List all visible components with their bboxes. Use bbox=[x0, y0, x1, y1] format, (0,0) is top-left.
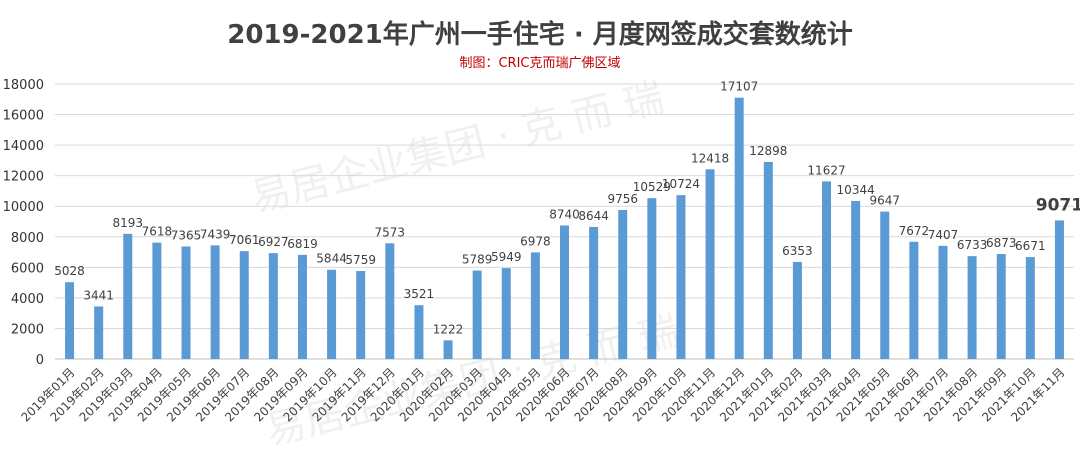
bar bbox=[909, 241, 919, 359]
bar bbox=[239, 251, 249, 359]
data-label: 6927 bbox=[258, 235, 289, 249]
data-label: 7672 bbox=[899, 224, 930, 238]
y-tick-label: 16000 bbox=[3, 109, 44, 124]
data-label: 8193 bbox=[113, 216, 144, 230]
bar bbox=[297, 254, 307, 359]
data-label: 10724 bbox=[662, 177, 700, 191]
chart-title: 2019-2021年广州一手住宅 · 月度网签成交套数统计 bbox=[227, 20, 853, 50]
bar bbox=[996, 253, 1006, 359]
bar bbox=[327, 269, 337, 359]
bar bbox=[851, 200, 861, 359]
bar bbox=[560, 225, 569, 359]
data-label: 5949 bbox=[491, 250, 522, 264]
bar bbox=[589, 226, 599, 359]
bar bbox=[472, 270, 482, 359]
bar bbox=[1054, 220, 1064, 359]
bar bbox=[152, 242, 162, 359]
data-label: 5759 bbox=[345, 253, 376, 267]
data-label: 6353 bbox=[782, 244, 813, 258]
bar bbox=[734, 97, 744, 359]
y-tick-label: 10000 bbox=[3, 200, 44, 215]
data-label: 6978 bbox=[520, 234, 551, 248]
data-label: 17107 bbox=[720, 80, 758, 94]
data-label: 9756 bbox=[607, 192, 638, 206]
bar bbox=[414, 305, 424, 359]
y-tick-label: 18000 bbox=[3, 78, 44, 93]
chart-subtitle: 制图：CRIC克而瑞广佛区域 bbox=[459, 56, 621, 71]
bar bbox=[356, 271, 366, 359]
bar bbox=[822, 181, 832, 359]
data-label: 7061 bbox=[229, 233, 260, 247]
data-label: 6733 bbox=[957, 238, 988, 252]
bar bbox=[938, 245, 948, 359]
data-label: 10529 bbox=[633, 180, 671, 194]
data-label: 9071 bbox=[1036, 195, 1080, 215]
bar bbox=[181, 246, 191, 359]
y-tick-label: 4000 bbox=[11, 292, 44, 307]
bar bbox=[967, 256, 977, 359]
bar bbox=[1025, 257, 1035, 359]
data-label: 9647 bbox=[869, 194, 900, 208]
y-tick-label: 6000 bbox=[11, 261, 44, 276]
data-label: 3521 bbox=[404, 287, 435, 301]
bar bbox=[65, 282, 75, 359]
data-label: 12418 bbox=[691, 151, 729, 165]
data-label: 10344 bbox=[837, 183, 875, 197]
data-label: 5844 bbox=[316, 252, 347, 266]
bar bbox=[385, 243, 395, 359]
bar bbox=[268, 253, 278, 359]
bar bbox=[763, 161, 773, 359]
data-label: 12898 bbox=[749, 144, 787, 158]
data-label: 7365 bbox=[171, 228, 202, 242]
data-label: 7439 bbox=[200, 227, 231, 241]
bar bbox=[443, 340, 453, 359]
data-label: 6873 bbox=[986, 236, 1017, 250]
data-label: 1222 bbox=[433, 322, 464, 336]
data-label: 7573 bbox=[375, 225, 406, 239]
watermark: 易居企业集团 · 克 而 瑞 bbox=[246, 75, 668, 222]
bar bbox=[123, 233, 133, 359]
bar bbox=[647, 198, 657, 359]
data-label: 3441 bbox=[83, 288, 114, 302]
data-label: 5789 bbox=[462, 253, 493, 267]
data-label: 6819 bbox=[287, 237, 318, 251]
data-label: 5028 bbox=[54, 264, 85, 278]
data-label: 11627 bbox=[807, 163, 845, 177]
bar bbox=[210, 245, 220, 359]
y-tick-label: 8000 bbox=[11, 231, 44, 246]
bar bbox=[618, 209, 628, 359]
data-label: 7407 bbox=[928, 228, 959, 242]
bar bbox=[705, 169, 715, 359]
y-tick-label: 14000 bbox=[3, 139, 44, 154]
bar bbox=[792, 261, 802, 359]
bar bbox=[880, 211, 890, 359]
bar bbox=[94, 306, 104, 359]
y-tick-label: 2000 bbox=[11, 322, 44, 337]
y-tick-label: 0 bbox=[36, 353, 44, 368]
data-label: 8644 bbox=[578, 209, 609, 223]
data-label: 7618 bbox=[142, 225, 173, 239]
data-label: 8740 bbox=[549, 207, 580, 221]
bar bbox=[676, 195, 686, 359]
bar bbox=[501, 268, 511, 359]
bar bbox=[530, 252, 540, 359]
y-tick-label: 12000 bbox=[3, 170, 44, 185]
data-label: 6671 bbox=[1015, 239, 1046, 253]
